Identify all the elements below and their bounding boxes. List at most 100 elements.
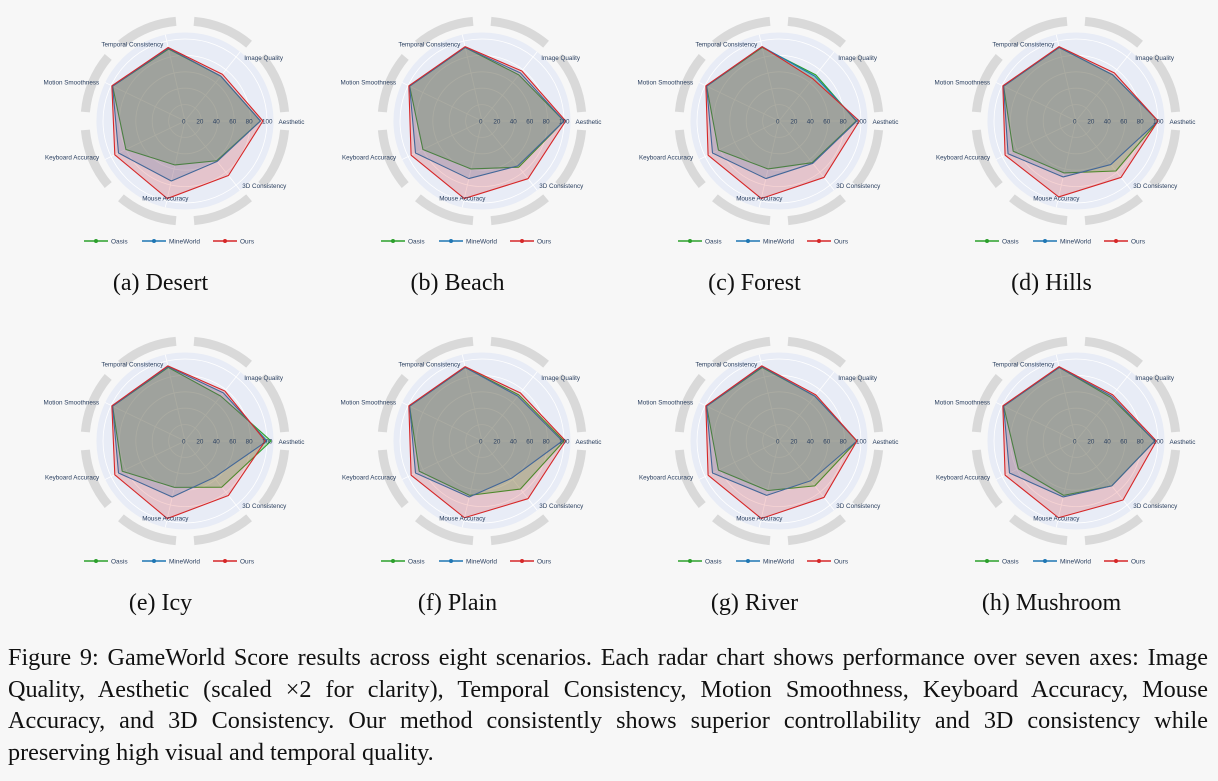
axis-label-image-quality: Image Quality: [244, 55, 284, 62]
outer-ring-segment: [258, 374, 290, 433]
legend-item-ours[interactable]: Ours: [807, 238, 849, 245]
axis-label-3d-consistency: 3D Consistency: [242, 503, 287, 510]
figure-caption: Figure 9: GameWorld Score results across…: [8, 644, 1208, 766]
legend-item-ours[interactable]: Ours: [510, 238, 552, 245]
legend-item-ours[interactable]: Ours: [1104, 238, 1146, 245]
series-polygon-oasis: [409, 366, 565, 496]
axis-label-3d-consistency: 3D Consistency: [539, 183, 584, 190]
legend-label: Oasis: [1002, 558, 1019, 565]
axis-label-3d-consistency: 3D Consistency: [1133, 183, 1178, 190]
radial-tick-label: 100: [856, 439, 867, 446]
grid-spoke: [402, 402, 483, 442]
legend-item-oasis[interactable]: Oasis: [84, 558, 128, 565]
axis-label-image-quality: Image Quality: [541, 55, 581, 62]
radial-tick-label: 100: [559, 119, 570, 126]
legend-label: Ours: [537, 558, 552, 565]
axis-label-3d-consistency: 3D Consistency: [242, 183, 287, 190]
grid-spoke: [164, 354, 186, 442]
legend-marker: [152, 559, 156, 563]
grid-spoke: [778, 120, 835, 191]
legend-item-mineworld[interactable]: MineWorld: [142, 238, 200, 245]
radar-chart: 0 20 40 60 80 100 Aesthetic 3D Consistency Mouse…: [638, 336, 898, 565]
legend-item-ours[interactable]: Ours: [510, 558, 552, 565]
legend-item-oasis[interactable]: Oasis: [381, 238, 425, 245]
legend-item-oasis[interactable]: Oasis: [975, 558, 1019, 565]
outer-ring-segment: [490, 194, 549, 226]
axis-label-temporal-consistency: Temporal Consistency: [398, 362, 461, 369]
grid-spoke: [758, 120, 780, 208]
legend-marker: [449, 239, 453, 243]
grid-spoke: [778, 51, 835, 122]
legend-item-oasis[interactable]: Oasis: [975, 238, 1019, 245]
series-polygon-mineworld: [112, 47, 261, 182]
grid-spoke: [461, 120, 483, 208]
outer-ring-segment: [555, 129, 587, 188]
outer-ring-segment: [852, 129, 884, 188]
outer-ring-segment: [1149, 449, 1181, 508]
series-polygon-ours: [1002, 366, 1157, 519]
legend-item-mineworld[interactable]: MineWorld: [1033, 238, 1091, 245]
outer-ring-segment: [1149, 374, 1181, 433]
legend-item-oasis[interactable]: Oasis: [84, 238, 128, 245]
legend-item-mineworld[interactable]: MineWorld: [736, 238, 794, 245]
radar-panel-h-mushroom: 0 20 40 60 80 100 Aesthetic 3D Consistency Mouse…: [903, 320, 1200, 640]
radial-tick-label: 80: [246, 119, 254, 126]
legend-marker: [817, 559, 821, 563]
radial-tick-label: 100: [856, 119, 867, 126]
axis-label-motion-smoothness: Motion Smoothness: [341, 400, 397, 407]
legend-item-oasis[interactable]: Oasis: [678, 238, 722, 245]
legend-marker: [94, 559, 98, 563]
radial-tick-label: 80: [246, 439, 254, 446]
subcaption: (d) Hills: [1011, 270, 1092, 296]
outer-ring-segment: [712, 194, 771, 226]
legend-item-mineworld[interactable]: MineWorld: [439, 238, 497, 245]
radial-tick-label: 80: [840, 119, 848, 126]
radar-panel-g-river: 0 20 40 60 80 100 Aesthetic 3D Consistency Mouse…: [606, 320, 903, 640]
grid-spoke: [1075, 51, 1132, 122]
legend-item-mineworld[interactable]: MineWorld: [736, 558, 794, 565]
radial-tick-label: 20: [790, 119, 798, 126]
outer-ring-segment: [415, 194, 474, 226]
radar-panel-f-plain: 0 20 40 60 80 100 Aesthetic 3D Consistency Mouse…: [309, 320, 606, 640]
axis-label-temporal-consistency: Temporal Consistency: [101, 362, 164, 369]
subcaption: (c) Forest: [708, 270, 801, 296]
grid-spoke: [1055, 34, 1077, 122]
radial-tick-label: 100: [1153, 439, 1164, 446]
radar-panel-c-forest: 0 20 40 60 80 100 Aesthetic 3D Consistency Mouse…: [606, 0, 903, 320]
legend-item-mineworld[interactable]: MineWorld: [1033, 558, 1091, 565]
legend-marker: [746, 239, 750, 243]
legend-marker: [391, 559, 395, 563]
legend-marker: [1043, 239, 1047, 243]
outer-ring-segment: [555, 54, 587, 113]
axis-label-3d-consistency: 3D Consistency: [836, 183, 881, 190]
legend-item-ours[interactable]: Ours: [213, 238, 255, 245]
outer-ring-segment: [377, 129, 409, 188]
axis-label-image-quality: Image Quality: [1135, 55, 1175, 62]
legend-item-oasis[interactable]: Oasis: [381, 558, 425, 565]
legend-item-oasis[interactable]: Oasis: [678, 558, 722, 565]
outer-ring-segment: [193, 16, 252, 48]
subcaption: (e) Icy: [128, 590, 193, 616]
legend-marker: [223, 239, 227, 243]
legend-label: Ours: [537, 238, 552, 245]
series-polygon-oasis: [706, 46, 857, 170]
legend-item-ours[interactable]: Ours: [213, 558, 255, 565]
series-polygon-ours: [705, 46, 860, 200]
radial-tick-label: 40: [807, 439, 815, 446]
legend-item-ours[interactable]: Ours: [807, 558, 849, 565]
radar-panel-e-icy: 0 20 40 60 80 100 Aesthetic 3D Consistency Mouse…: [12, 320, 309, 640]
outer-ring-segment: [1009, 514, 1068, 546]
legend-item-mineworld[interactable]: MineWorld: [439, 558, 497, 565]
legend-item-mineworld[interactable]: MineWorld: [142, 558, 200, 565]
grid-spoke: [699, 402, 780, 442]
legend-item-ours[interactable]: Ours: [1104, 558, 1146, 565]
radial-tick-label: 60: [229, 439, 237, 446]
series-polygon-mineworld: [409, 366, 563, 498]
axis-label-image-quality: Image Quality: [838, 55, 878, 62]
legend-marker: [391, 239, 395, 243]
outer-ring-segment: [852, 54, 884, 113]
grid-spoke: [778, 371, 835, 442]
grid-spoke: [1055, 354, 1077, 442]
grid-spoke: [778, 440, 835, 511]
